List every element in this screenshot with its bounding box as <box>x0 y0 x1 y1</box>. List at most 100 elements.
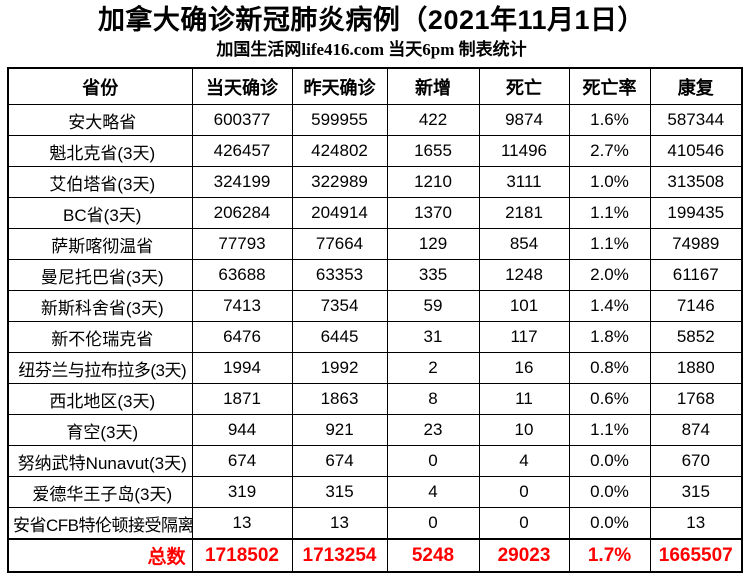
today-cell: 319 <box>191 476 293 508</box>
death-rate-cell: 1.4% <box>568 290 651 322</box>
today-cell: 600377 <box>191 104 293 136</box>
table-row: BC省(3天) 206284 204914 1370 2181 1.1% 199… <box>7 197 743 229</box>
table-row: 艾伯塔省(3天) 324199 322989 1210 3111 1.0% 31… <box>7 166 743 198</box>
table-row: 纽芬兰与拉布拉多(3天) 1994 1992 2 16 0.8% 1880 <box>7 352 743 384</box>
province-cell: 曼尼托巴省(3天) <box>7 259 193 291</box>
table-row: 努纳武特Nunavut(3天) 674 674 0 4 0.0% 670 <box>7 445 743 477</box>
deaths-cell: 0 <box>478 507 570 540</box>
province-cell: 魁北克省(3天) <box>7 135 193 167</box>
death-rate-cell: 2.0% <box>568 259 651 291</box>
today-cell: 324199 <box>191 166 293 198</box>
new-cases-cell: 4 <box>386 476 480 508</box>
new-cases-cell: 59 <box>386 290 480 322</box>
deaths-cell: 1248 <box>478 259 570 291</box>
new-cases-cell: 129 <box>386 228 480 260</box>
table-row: 育空(3天) 944 921 23 10 1.1% 874 <box>7 414 743 446</box>
today-cell: 674 <box>191 445 293 477</box>
table-row: 萨斯喀彻温省 77793 77664 129 854 1.1% 74989 <box>7 228 743 260</box>
death-rate-cell: 1.1% <box>568 414 651 446</box>
recovered-cell: 5852 <box>649 321 743 353</box>
deaths-cell: 10 <box>478 414 570 446</box>
total-death-rate-cell: 1.7% <box>568 538 651 573</box>
table-row: 安省CFB特伦顿接受隔离 13 13 0 0 0.0% 13 <box>7 507 743 540</box>
death-rate-cell: 1.1% <box>568 228 651 260</box>
province-cell: BC省(3天) <box>7 197 193 229</box>
total-row: 总数 1718502 1713254 5248 29023 1.7% 16655… <box>7 538 743 573</box>
new-cases-cell: 31 <box>386 321 480 353</box>
province-cell: 新不伦瑞克省 <box>7 321 193 353</box>
province-cell: 新斯科舍省(3天) <box>7 290 193 322</box>
today-cell: 1871 <box>191 383 293 415</box>
table-row: 新斯科舍省(3天) 7413 7354 59 101 1.4% 7146 <box>7 290 743 322</box>
covid-stats-table: 省份 当天确诊 昨天确诊 新增 死亡 死亡率 康复 安大略省 600377 59… <box>7 67 743 573</box>
deaths-cell: 117 <box>478 321 570 353</box>
yesterday-cell: 322989 <box>291 166 388 198</box>
deaths-cell: 11 <box>478 383 570 415</box>
yesterday-cell: 424802 <box>291 135 388 167</box>
deaths-cell: 2181 <box>478 197 570 229</box>
col-header-deaths: 死亡 <box>478 67 570 105</box>
table-row: 魁北克省(3天) 426457 424802 1655 11496 2.7% 4… <box>7 135 743 167</box>
total-label: 总数 <box>7 538 193 573</box>
header-row: 省份 当天确诊 昨天确诊 新增 死亡 死亡率 康复 <box>7 67 743 105</box>
province-cell: 安大略省 <box>7 104 193 136</box>
recovered-cell: 199435 <box>649 197 743 229</box>
yesterday-cell: 77664 <box>291 228 388 260</box>
province-cell: 努纳武特Nunavut(3天) <box>7 445 193 477</box>
yesterday-cell: 599955 <box>291 104 388 136</box>
new-cases-cell: 2 <box>386 352 480 384</box>
total-today-cell: 1718502 <box>191 538 293 573</box>
yesterday-cell: 1863 <box>291 383 388 415</box>
yesterday-cell: 7354 <box>291 290 388 322</box>
recovered-cell: 74989 <box>649 228 743 260</box>
new-cases-cell: 422 <box>386 104 480 136</box>
death-rate-cell: 1.8% <box>568 321 651 353</box>
total-new-cases-cell: 5248 <box>386 538 480 573</box>
deaths-cell: 0 <box>478 476 570 508</box>
today-cell: 7413 <box>191 290 293 322</box>
province-cell: 纽芬兰与拉布拉多(3天) <box>7 352 193 384</box>
deaths-cell: 16 <box>478 352 570 384</box>
col-header-death-rate: 死亡率 <box>568 67 651 105</box>
table-row: 曼尼托巴省(3天) 63688 63353 335 1248 2.0% 6116… <box>7 259 743 291</box>
today-cell: 13 <box>191 507 293 540</box>
today-cell: 63688 <box>191 259 293 291</box>
recovered-cell: 1768 <box>649 383 743 415</box>
deaths-cell: 9874 <box>478 104 570 136</box>
province-cell: 萨斯喀彻温省 <box>7 228 193 260</box>
col-header-recovered: 康复 <box>649 67 743 105</box>
province-cell: 爱德华王子岛(3天) <box>7 476 193 508</box>
recovered-cell: 13 <box>649 507 743 540</box>
today-cell: 77793 <box>191 228 293 260</box>
new-cases-cell: 0 <box>386 445 480 477</box>
page-title: 加拿大确诊新冠肺炎病例（2021年11月1日） <box>97 5 646 35</box>
table-row: 爱德华王子岛(3天) 319 315 4 0 0.0% 315 <box>7 476 743 508</box>
yesterday-cell: 204914 <box>291 197 388 229</box>
col-header-today: 当天确诊 <box>191 67 293 105</box>
death-rate-cell: 1.6% <box>568 104 651 136</box>
recovered-cell: 1880 <box>649 352 743 384</box>
deaths-cell: 11496 <box>478 135 570 167</box>
new-cases-cell: 8 <box>386 383 480 415</box>
recovered-cell: 670 <box>649 445 743 477</box>
province-cell: 育空(3天) <box>7 414 193 446</box>
death-rate-cell: 0.0% <box>568 476 651 508</box>
total-deaths-cell: 29023 <box>478 538 570 573</box>
yesterday-cell: 6445 <box>291 321 388 353</box>
page-subtitle: 加国生活网life416.com 当天6pm 制表统计 <box>216 40 527 59</box>
today-cell: 944 <box>191 414 293 446</box>
table-row: 西北地区(3天) 1871 1863 8 11 0.6% 1768 <box>7 383 743 415</box>
province-cell: 艾伯塔省(3天) <box>7 166 193 198</box>
today-cell: 426457 <box>191 135 293 167</box>
province-cell: 西北地区(3天) <box>7 383 193 415</box>
death-rate-cell: 0.6% <box>568 383 651 415</box>
new-cases-cell: 335 <box>386 259 480 291</box>
recovered-cell: 587344 <box>649 104 743 136</box>
deaths-cell: 854 <box>478 228 570 260</box>
yesterday-cell: 315 <box>291 476 388 508</box>
death-rate-cell: 1.0% <box>568 166 651 198</box>
new-cases-cell: 1210 <box>386 166 480 198</box>
today-cell: 6476 <box>191 321 293 353</box>
total-recovered-cell: 1665507 <box>649 538 743 573</box>
today-cell: 206284 <box>191 197 293 229</box>
